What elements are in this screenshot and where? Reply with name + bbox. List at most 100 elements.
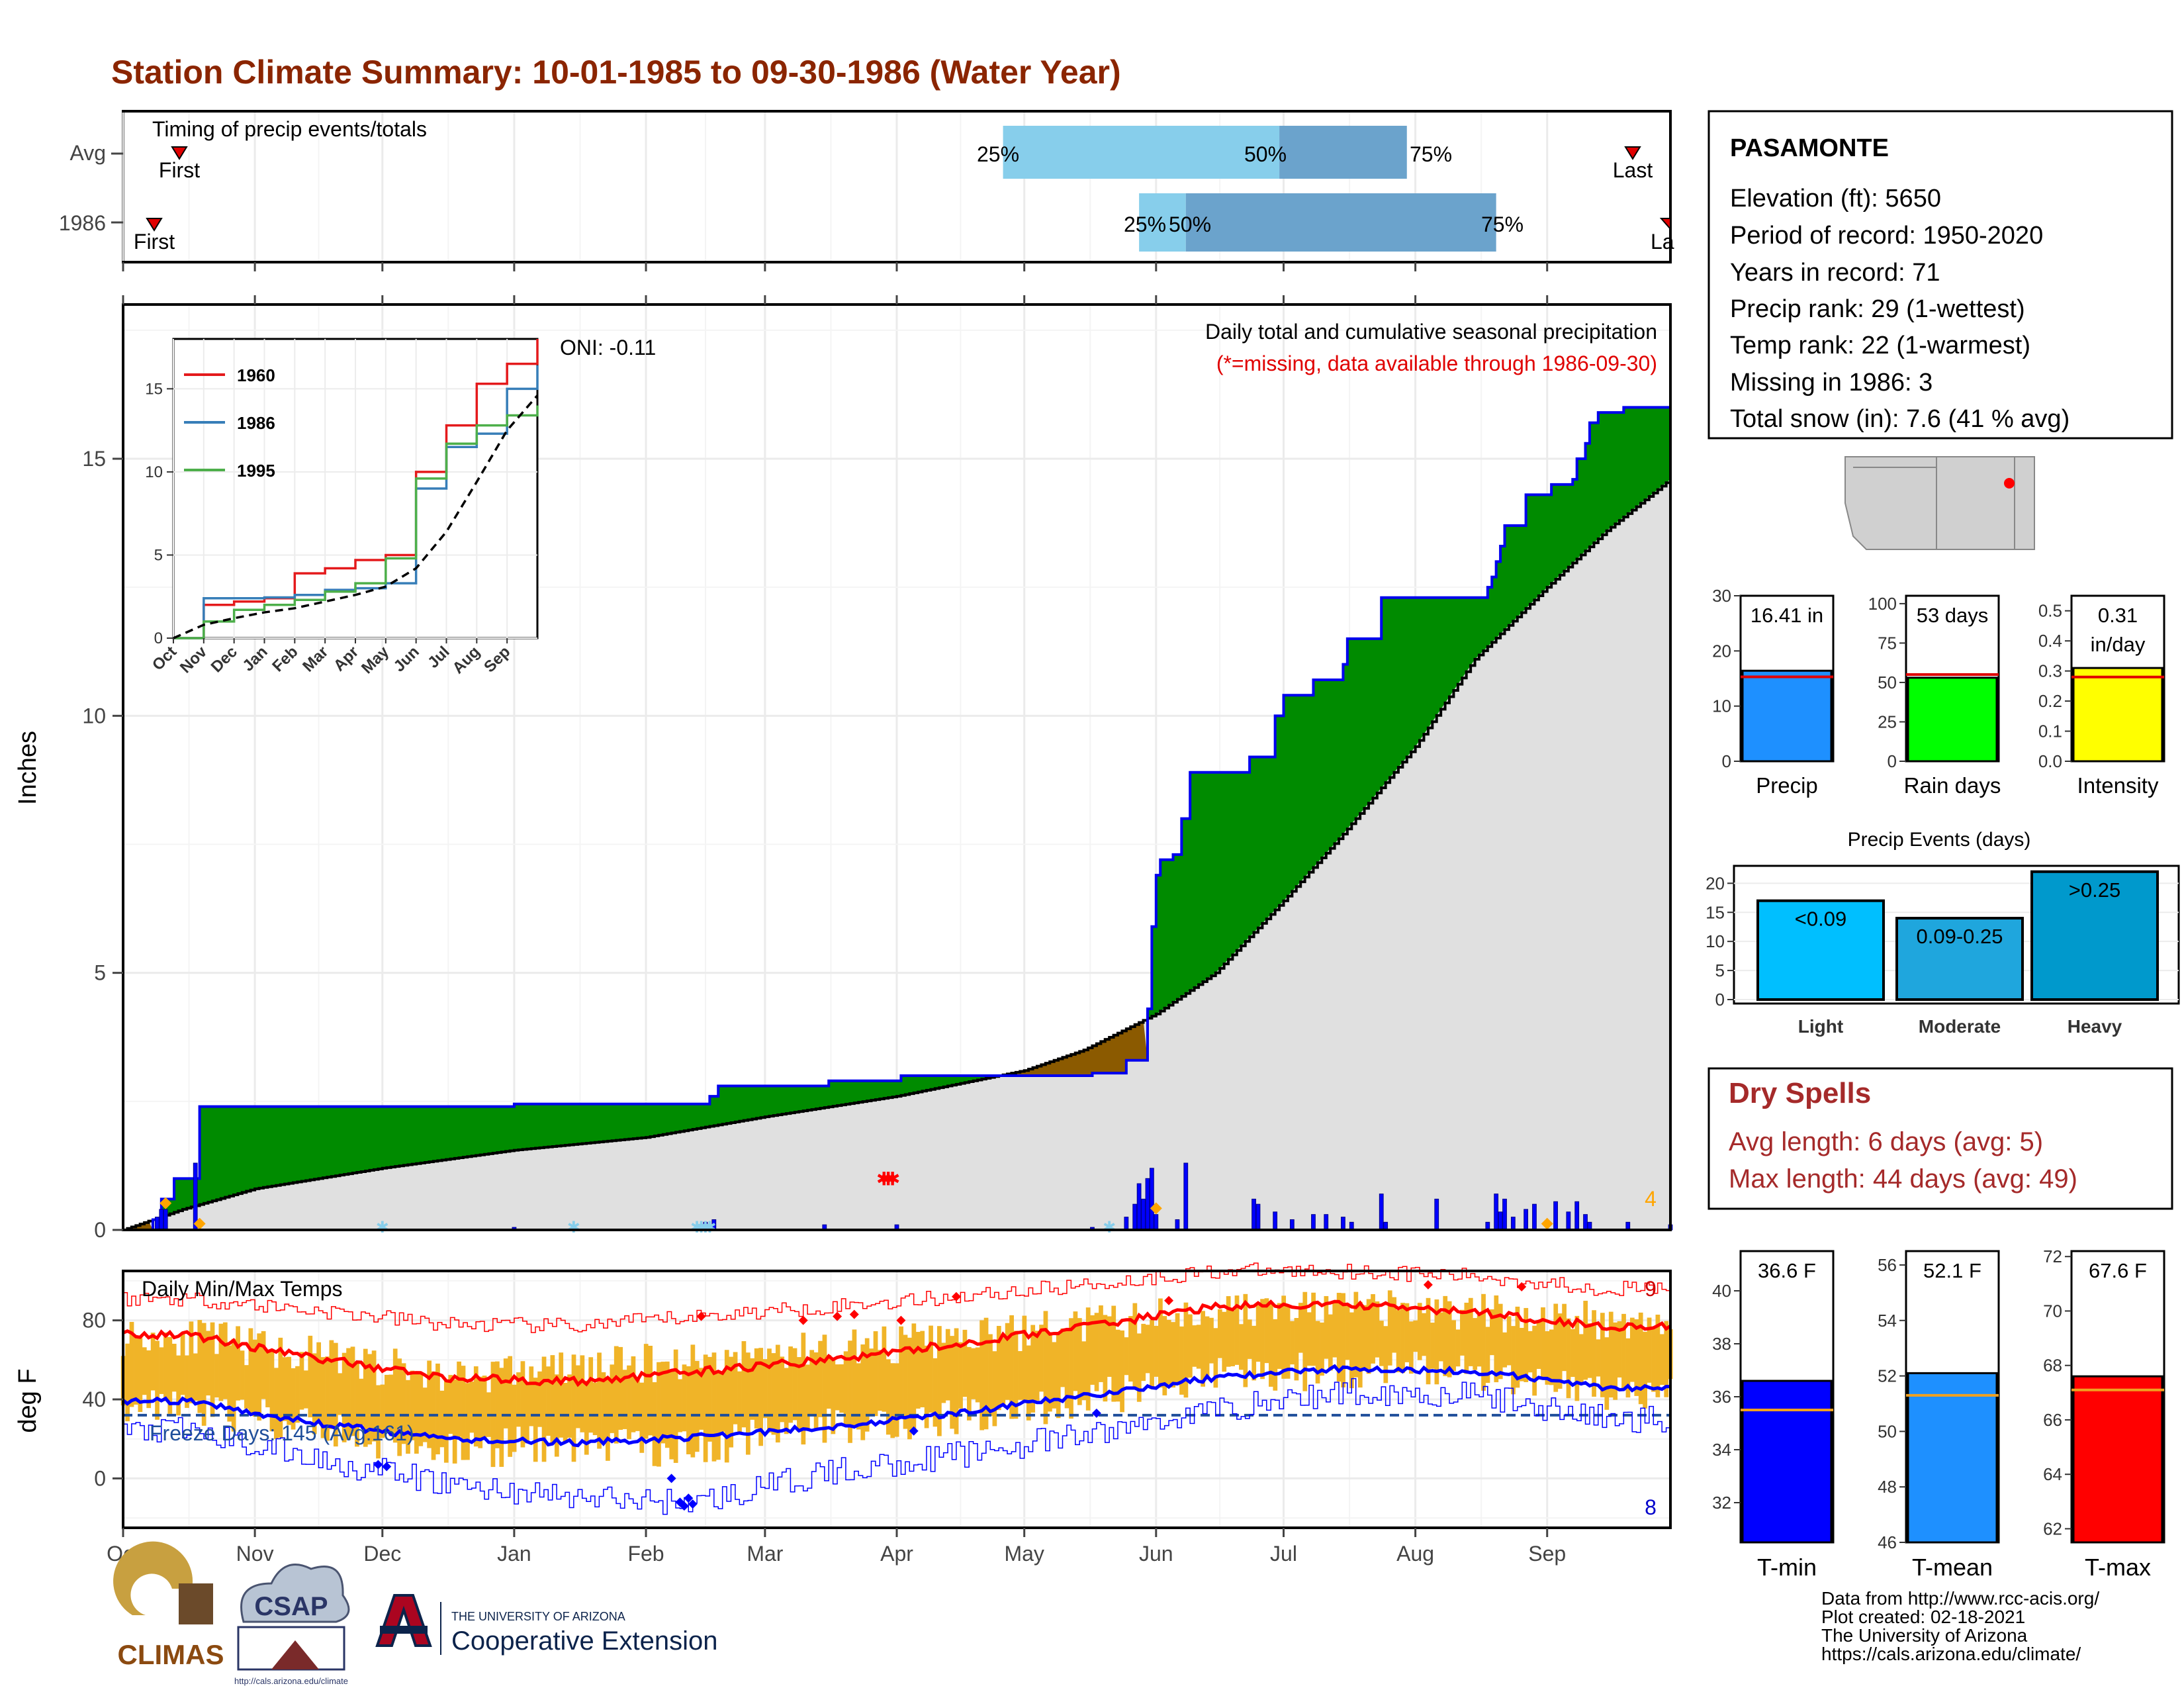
- daily-temp-bar: [1362, 1305, 1367, 1372]
- events-category-label: Heavy: [2068, 1016, 2122, 1037]
- daily-temp-bar: [907, 1337, 912, 1440]
- daily-temp-bar: [1659, 1334, 1664, 1385]
- daily-temp-bar: [741, 1341, 747, 1428]
- daily-temp-bar: [1498, 1303, 1503, 1380]
- snow-day-marker: ✱: [694, 1219, 707, 1237]
- daily-temp-bar: [274, 1368, 279, 1439]
- station-info-box: [1707, 110, 2173, 440]
- daily-temp-bar: [469, 1382, 475, 1433]
- avg-p50-label: 50%: [1244, 142, 1287, 166]
- daily-temp-bar: [1201, 1311, 1205, 1387]
- daily-temp-bar: [1251, 1325, 1257, 1381]
- daily-temp-bar: [512, 1384, 517, 1452]
- daily-temp-bar: [754, 1348, 759, 1429]
- daily-precip-bar: [1175, 1219, 1180, 1231]
- month-tick-label: Aug: [1396, 1542, 1434, 1566]
- daily-temp-bar: [1099, 1305, 1103, 1382]
- inset-y-tick-label: 10: [145, 463, 163, 481]
- daily-temp-bar: [1562, 1303, 1567, 1372]
- daily-temp-bar: [541, 1356, 547, 1462]
- events-bar-label: >0.25: [2069, 878, 2120, 902]
- daily-temp-bar: [452, 1379, 457, 1464]
- daily-temp-bar: [367, 1354, 373, 1445]
- daily-temp-bar: [1473, 1318, 1478, 1370]
- footer-data-source: Data from http://www.rcc-acis.org/: [1821, 1588, 2099, 1609]
- daily-temp-bar: [287, 1356, 292, 1425]
- daily-precip-bar: [1324, 1214, 1329, 1231]
- daily-temp-bar: [508, 1356, 513, 1457]
- record-low-marker: [382, 1462, 392, 1472]
- avg-last-marker: [1624, 146, 1641, 160]
- daily-temp-bar: [733, 1352, 738, 1425]
- daily-temp-bar: [929, 1325, 933, 1413]
- temp-bar-value-label: 36.6 F: [1758, 1259, 1816, 1282]
- daily-temp-bar: [236, 1326, 240, 1401]
- avg-50-75-bar: [1279, 126, 1407, 179]
- daily-temp-bar: [1336, 1293, 1342, 1382]
- daily-temp-bar: [320, 1357, 326, 1438]
- daily-temp-bar: [1553, 1303, 1559, 1392]
- daily-temp-bar: [559, 1352, 564, 1438]
- daily-temp-bar: [1625, 1338, 1631, 1398]
- daily-temp-bar: [1060, 1328, 1066, 1387]
- mini-bar-tick-label: 0.0: [2038, 751, 2062, 771]
- month-tick-label: Nov: [236, 1542, 274, 1566]
- daily-temp-bar: [767, 1348, 772, 1433]
- daily-temp-bar: [992, 1351, 997, 1427]
- daily-temp-bar: [159, 1347, 164, 1394]
- timing-label: Timing of precip events/totals: [152, 117, 427, 141]
- record-low-marker: [373, 1460, 383, 1470]
- daily-temp-bar: [924, 1345, 929, 1429]
- daily-temp-bar: [882, 1326, 887, 1412]
- mountain-icon: [271, 1640, 319, 1669]
- daily-temp-bar: [822, 1335, 827, 1443]
- temp-bar-tick-label: 62: [2043, 1519, 2062, 1538]
- daily-temp-bar: [758, 1348, 763, 1446]
- daily-temp-bar: [1128, 1316, 1133, 1382]
- y-tick-label: 80: [82, 1309, 106, 1333]
- mini-bar-tick-label: 20: [1712, 641, 1731, 661]
- daily-precip-bar: [1566, 1211, 1571, 1231]
- month-axis: Oct Nov Dec Jan Feb Mar Apr May Jun Jul Aug Sep: [107, 262, 1566, 1566]
- record-low-marker: [909, 1426, 919, 1436]
- daily-temp-bar: [1574, 1315, 1580, 1401]
- daily-temp-bar: [941, 1342, 946, 1403]
- daily-temp-bar: [155, 1340, 159, 1420]
- daily-temp-bar: [690, 1344, 696, 1458]
- daily-temp-bar: [771, 1353, 776, 1435]
- daily-temp-bar: [988, 1334, 993, 1417]
- temp-bar-label: T-max: [2085, 1554, 2151, 1581]
- snow-day-marker: ✱: [703, 1219, 716, 1237]
- locator-map: [1844, 456, 2035, 550]
- daily-temp-bar: [809, 1350, 815, 1416]
- daily-temp-bar: [363, 1348, 368, 1447]
- daily-temp-bar: [1638, 1312, 1643, 1405]
- mini-bar-tick-label: 75: [1878, 633, 1897, 653]
- daily-temp-bar: [1396, 1310, 1401, 1373]
- daily-temp-bar: [171, 1343, 177, 1392]
- daily-temp-bar: [610, 1364, 615, 1433]
- csap-logo: CSAP http://cals.arizona.edu/climate: [234, 1564, 350, 1686]
- daily-temp-bar: [911, 1323, 917, 1430]
- record-high-marker: [798, 1315, 808, 1325]
- record-high-marker: [696, 1311, 706, 1321]
- daily-temp-bar: [520, 1361, 525, 1448]
- daily-temp-bar: [240, 1350, 245, 1400]
- station-location-dot: [2004, 478, 2015, 489]
- daily-temp-bar: [176, 1355, 181, 1416]
- mini-bar-tick-label: 25: [1878, 712, 1897, 731]
- daily-temp-bar: [1557, 1313, 1563, 1389]
- daily-temp-bar: [1651, 1329, 1656, 1392]
- mini-bar-value-label: 53 days: [1917, 604, 1989, 627]
- daily-temp-bar: [252, 1339, 257, 1417]
- daily-precip-bar: [1553, 1201, 1558, 1231]
- daily-temp-bar: [1209, 1317, 1214, 1364]
- events-category-label: Light: [1798, 1016, 1843, 1037]
- station-line-missing: Missing in 1986: 3: [1730, 369, 1933, 397]
- daily-temp-bar: [869, 1348, 874, 1417]
- daily-temp-bar: [669, 1371, 674, 1460]
- daily-temp-bar: [295, 1366, 300, 1423]
- daily-temp-bar: [639, 1382, 645, 1453]
- daily-temp-bar: [1460, 1309, 1465, 1356]
- station-line-elevation: Elevation (ft): 5650: [1730, 185, 1941, 212]
